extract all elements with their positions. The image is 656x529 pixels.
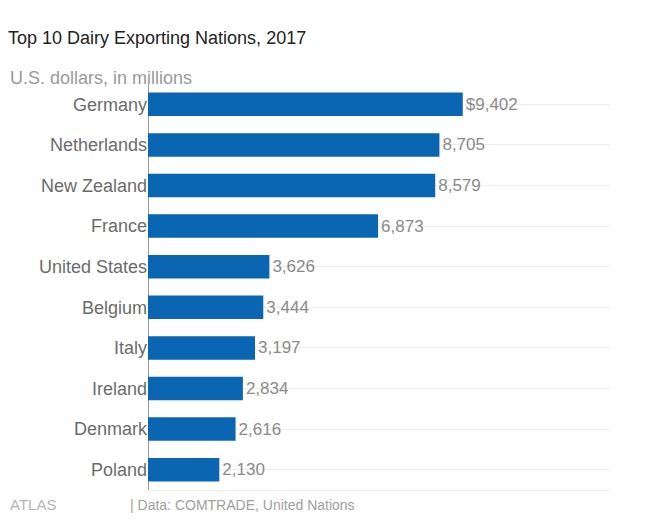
svg-text:| Data: COMTRADE, United Natio: | Data: COMTRADE, United Nations [130,497,355,513]
svg-text:8,705: 8,705 [442,135,485,154]
svg-text:2,130: 2,130 [222,460,265,479]
svg-text:Top 10 Dairy Exporting Nations: Top 10 Dairy Exporting Nations, 2017 [8,28,306,48]
svg-text:2,834: 2,834 [246,379,289,398]
svg-text:3,197: 3,197 [258,338,301,357]
svg-text:Denmark: Denmark [74,419,148,439]
svg-text:New Zealand: New Zealand [41,176,147,196]
svg-text:France: France [91,216,147,236]
svg-text:8,579: 8,579 [438,176,481,195]
svg-text:Ireland: Ireland [92,379,147,399]
svg-text:U.S. dollars, in millions: U.S. dollars, in millions [10,68,192,88]
svg-text:Germany: Germany [73,95,147,115]
svg-text:6,873: 6,873 [381,217,424,236]
svg-text:Poland: Poland [91,460,147,480]
svg-text:3,444: 3,444 [266,298,309,317]
svg-text:ATLAS: ATLAS [10,496,56,513]
svg-text:Netherlands: Netherlands [50,135,147,155]
svg-text:United States: United States [39,257,147,277]
svg-text:3,626: 3,626 [272,257,315,276]
svg-text:2,616: 2,616 [239,420,282,439]
svg-text:Italy: Italy [114,338,147,358]
svg-text:Belgium: Belgium [82,298,147,318]
svg-text:$9,402: $9,402 [466,95,518,114]
